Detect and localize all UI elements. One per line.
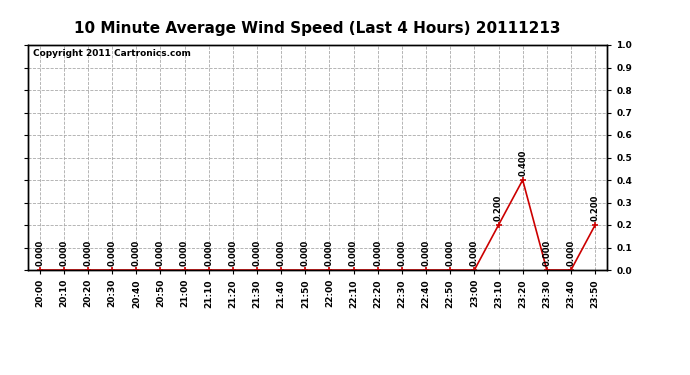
Text: 0.000: 0.000 [277,240,286,266]
Text: 0.000: 0.000 [108,240,117,266]
Text: 0.000: 0.000 [349,240,358,266]
Text: 0.000: 0.000 [397,240,406,266]
Text: 0.200: 0.200 [494,195,503,221]
Text: 0.000: 0.000 [566,240,575,266]
Text: 0.000: 0.000 [301,240,310,266]
Text: 0.000: 0.000 [422,240,431,266]
Text: 0.000: 0.000 [35,240,44,266]
Text: 0.000: 0.000 [204,240,213,266]
Text: 0.000: 0.000 [228,240,237,266]
Text: Copyright 2011 Cartronics.com: Copyright 2011 Cartronics.com [33,50,191,58]
Text: 0.400: 0.400 [518,150,527,176]
Text: 0.000: 0.000 [132,240,141,266]
Text: 0.000: 0.000 [373,240,382,266]
Text: 0.000: 0.000 [446,240,455,266]
Text: 0.000: 0.000 [542,240,551,266]
Text: 0.000: 0.000 [470,240,479,266]
Text: 0.000: 0.000 [59,240,68,266]
Text: 0.000: 0.000 [253,240,262,266]
Text: 0.200: 0.200 [591,195,600,221]
Text: 0.000: 0.000 [156,240,165,266]
Text: 0.000: 0.000 [83,240,92,266]
Text: 0.000: 0.000 [325,240,334,266]
Text: 10 Minute Average Wind Speed (Last 4 Hours) 20111213: 10 Minute Average Wind Speed (Last 4 Hou… [74,21,561,36]
Text: 0.000: 0.000 [180,240,189,266]
